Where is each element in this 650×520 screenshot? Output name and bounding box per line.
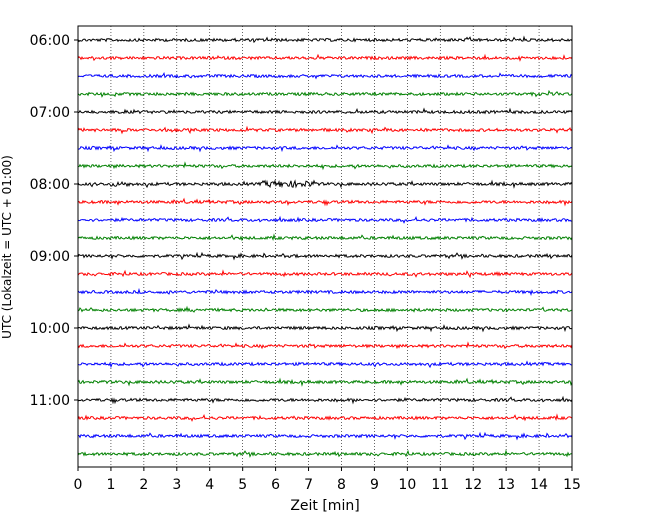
seismogram-trace <box>77 215 573 224</box>
x-tick-label: 14 <box>530 477 548 493</box>
x-tick-label: 9 <box>370 477 379 493</box>
x-tick-label: 13 <box>497 477 515 493</box>
y-tick-label: 07:00 <box>30 105 70 121</box>
seismogram-trace <box>77 360 573 369</box>
seismogram-trace <box>77 341 573 350</box>
x-tick-label: 0 <box>74 477 83 493</box>
seismogram-trace <box>77 197 573 207</box>
seismogram-trace <box>77 53 573 62</box>
x-tick-label: 3 <box>172 477 181 493</box>
x-tick-label: 2 <box>139 477 148 493</box>
x-tick-label: 5 <box>238 477 247 493</box>
x-tick-label: 11 <box>431 477 449 493</box>
y-tick-label: 10:00 <box>30 321 70 337</box>
x-tick-label: 7 <box>304 477 313 493</box>
seismogram-trace <box>77 377 573 387</box>
seismogram-trace <box>77 179 573 189</box>
seismogram-trace <box>77 251 573 261</box>
y-tick-label: 06:00 <box>30 33 70 49</box>
seismogram-trace <box>77 431 573 441</box>
x-tick-label: 10 <box>398 477 416 493</box>
seismogram-trace <box>77 107 573 115</box>
seismogram-trace <box>77 323 573 333</box>
x-tick-label: 1 <box>106 477 115 493</box>
x-tick-label: 15 <box>563 477 581 493</box>
seismogram-trace <box>77 89 573 98</box>
x-axis-ticks: 0 1 2 3 4 5 6 7 8 9 10 11 12 13 14 15 <box>74 467 581 493</box>
seismogram-trace <box>77 395 573 405</box>
traces <box>77 35 573 458</box>
seismogram-trace <box>77 161 573 171</box>
x-tick-label: 6 <box>271 477 280 493</box>
seismogram-trace <box>77 287 573 297</box>
x-tick-label: 8 <box>337 477 346 493</box>
seismogram-trace <box>77 269 573 279</box>
y-axis-title: UTC (Lokalzeit = UTC + 01:00) <box>0 155 14 339</box>
y-axis-ticks: 06:00 07:00 08:00 09:00 10:00 11:00 <box>30 33 78 409</box>
x-tick-label: 4 <box>205 477 214 493</box>
plot-frame <box>77 25 573 468</box>
x-axis-title: Zeit [min] <box>290 498 359 514</box>
x-tick-label: 12 <box>464 477 482 493</box>
y-tick-label: 08:00 <box>30 177 70 193</box>
seismogram-trace <box>77 35 573 44</box>
seismogram-trace <box>77 71 573 80</box>
seismogram-trace <box>77 125 573 135</box>
y-tick-label: 11:00 <box>30 393 70 409</box>
seismogram-trace <box>77 413 573 422</box>
seismogram-trace <box>77 144 573 153</box>
y-tick-label: 09:00 <box>30 249 70 265</box>
seismogram-trace <box>77 233 573 242</box>
seismogram-trace <box>77 449 573 458</box>
seismogram-trace <box>77 305 573 313</box>
